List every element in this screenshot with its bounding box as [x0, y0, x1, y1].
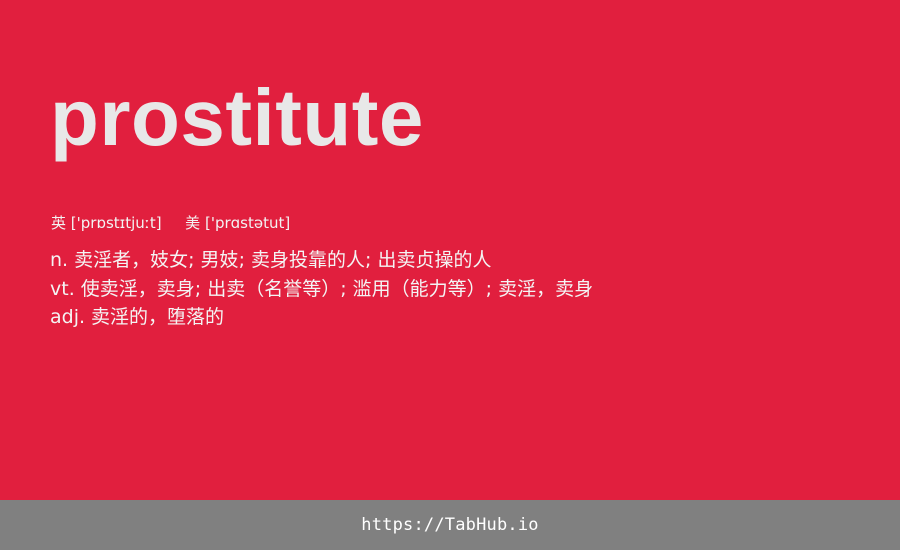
- definition-noun: n. 卖淫者，妓女; 男妓; 卖身投靠的人; 出卖贞操的人: [50, 249, 492, 271]
- footer-bar: https://TabHub.io: [0, 500, 900, 550]
- us-label: 美: [185, 214, 201, 232]
- site-link[interactable]: https://TabHub.io: [361, 515, 539, 535]
- headword: prostitute: [50, 73, 424, 162]
- uk-label: 英: [51, 214, 67, 232]
- pronunciation-row: 英 ['prɒstɪtjuːt] 美 ['prɑstətut]: [51, 212, 290, 234]
- definition-list: n. 卖淫者，妓女; 男妓; 卖身投靠的人; 出卖贞操的人 vt. 使卖淫，卖身…: [50, 246, 593, 332]
- us-phonetic: ['prɑstətut]: [204, 214, 291, 232]
- definition-adjective: adj. 卖淫的，堕落的: [50, 306, 225, 328]
- word-card: prostitute 英 ['prɒstɪtjuːt] 美 ['prɑstətu…: [0, 0, 900, 500]
- definition-verb: vt. 使卖淫，卖身; 出卖（名誉等）; 滥用（能力等）; 卖淫，卖身: [50, 277, 594, 300]
- uk-phonetic: ['prɒstɪtjuːt]: [70, 214, 162, 232]
